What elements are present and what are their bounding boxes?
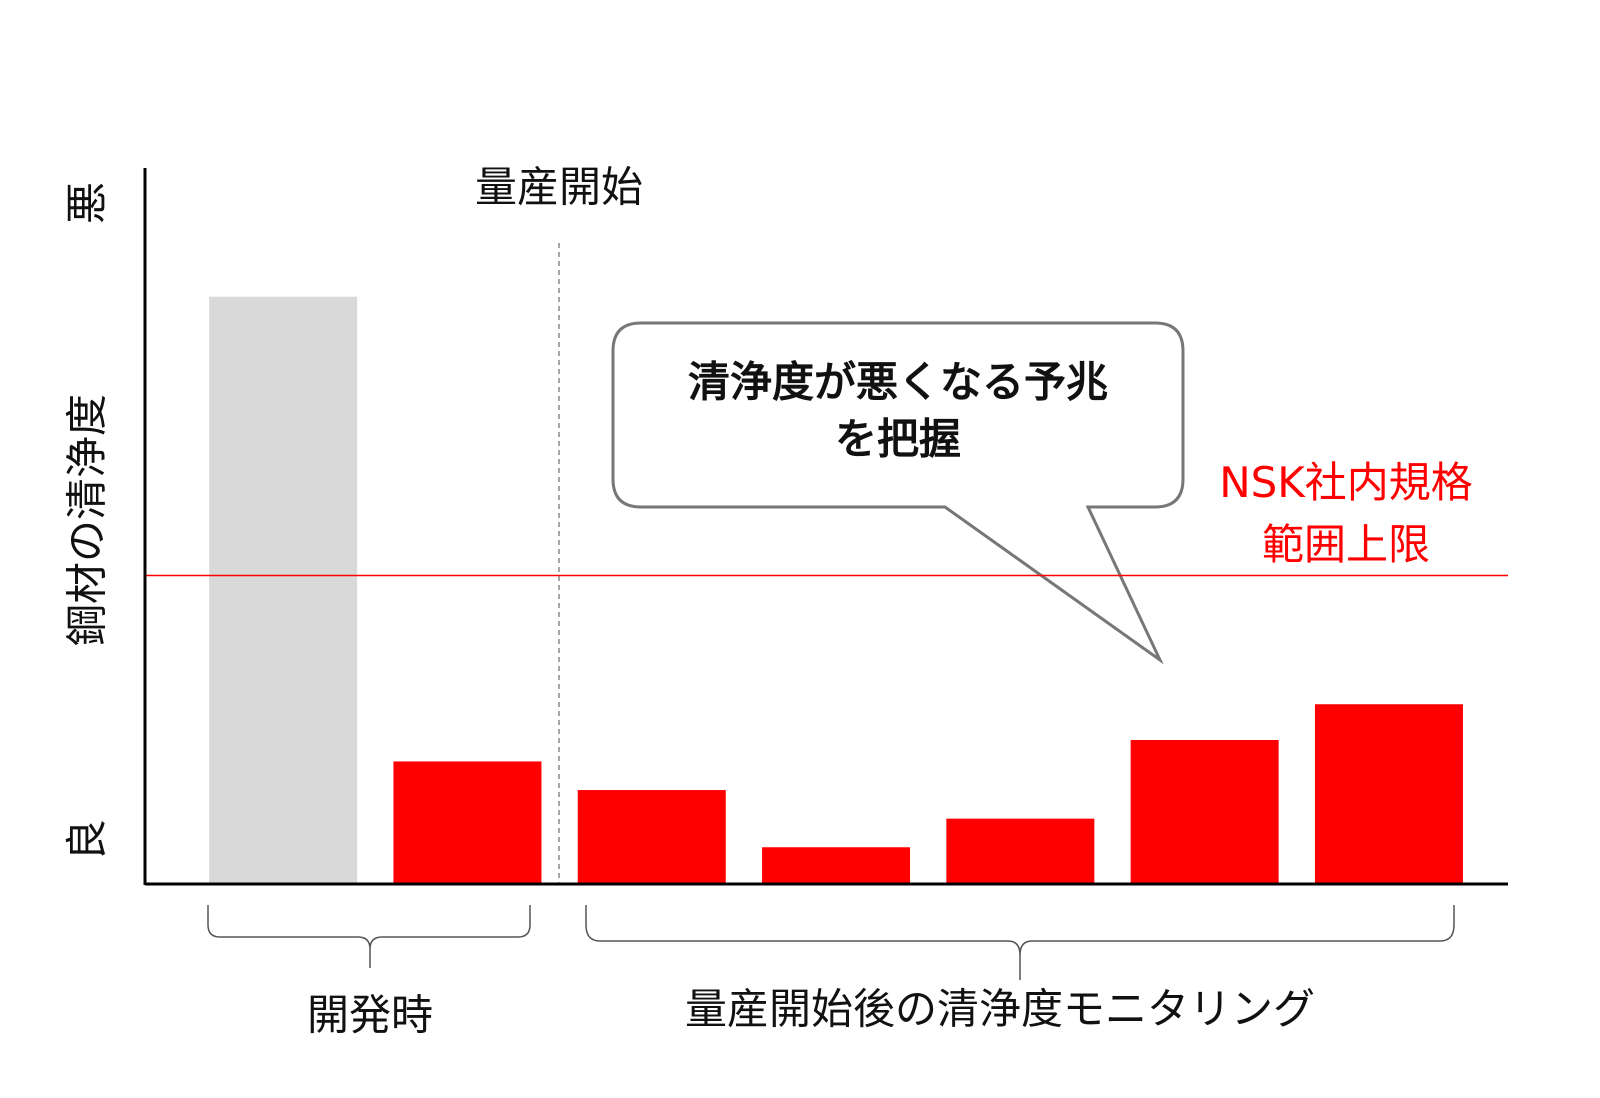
y-bottom-label: 良 xyxy=(63,819,112,861)
bar xyxy=(762,847,911,883)
group-label: 開発時 xyxy=(307,991,433,1040)
threshold-label: 範囲上限 xyxy=(1262,520,1430,569)
callout-text: 清浄度が悪くなる予兆 xyxy=(688,358,1108,407)
bar xyxy=(1314,704,1463,883)
bar xyxy=(393,761,542,883)
bar xyxy=(1130,740,1279,883)
group-label: 量産開始後の清浄度モニタリング xyxy=(685,985,1315,1034)
callout-text: を把握 xyxy=(835,415,961,464)
bar xyxy=(209,296,358,883)
group-brackets xyxy=(207,905,1455,980)
threshold-label: NSK社内規格 xyxy=(1219,458,1473,507)
bar xyxy=(946,818,1095,883)
bar xyxy=(577,790,726,883)
y-axis-label: 鋼材の清浄度 xyxy=(63,394,112,646)
callout-bubble xyxy=(611,321,1185,665)
start-marker-label: 量産開始 xyxy=(475,163,643,212)
y-top-label: 悪 xyxy=(63,182,112,224)
